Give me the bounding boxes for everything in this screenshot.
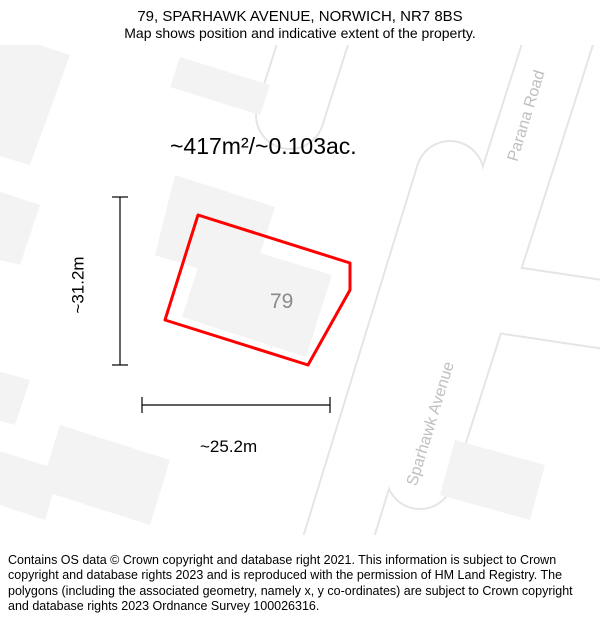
area-label: ~417m²/~0.103ac. — [170, 133, 357, 160]
map: ~417m²/~0.103ac. 79 Sparhawk Avenue Para… — [0, 45, 600, 535]
property-number: 79 — [270, 290, 293, 314]
page-title: 79, SPARHAWK AVENUE, NORWICH, NR7 8BS — [0, 8, 600, 25]
dimension-label-horizontal: ~25.2m — [200, 437, 257, 457]
header: 79, SPARHAWK AVENUE, NORWICH, NR7 8BS Ma… — [0, 0, 600, 41]
dimension-label-vertical: ~31.2m — [69, 256, 89, 313]
footer-attribution: Contains OS data © Crown copyright and d… — [0, 547, 600, 625]
page-subtitle: Map shows position and indicative extent… — [0, 25, 600, 41]
map-svg — [0, 45, 600, 535]
